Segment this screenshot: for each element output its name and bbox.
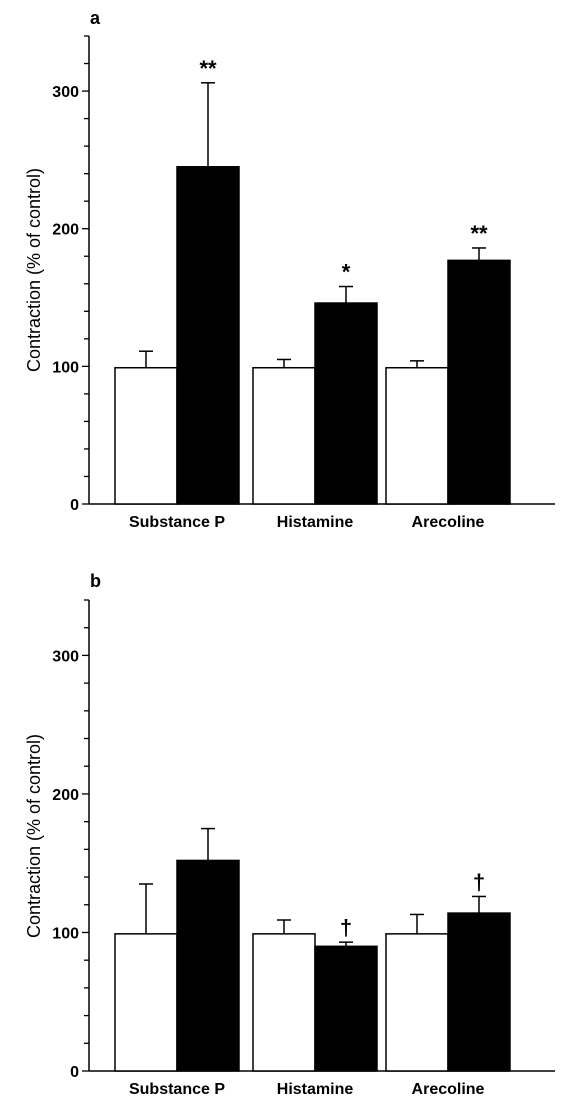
significance-marker: * bbox=[342, 260, 351, 285]
y-tick-label: 100 bbox=[52, 925, 79, 942]
category-label: Arecoline bbox=[412, 1081, 485, 1098]
y-tick-label: 200 bbox=[52, 787, 79, 804]
y-tick-label: 200 bbox=[52, 222, 79, 239]
significance-marker: ** bbox=[199, 56, 217, 81]
category-label: Substance P bbox=[129, 514, 225, 531]
bar-control bbox=[385, 366, 449, 505]
bar-control bbox=[114, 366, 178, 505]
bar-treated bbox=[314, 945, 378, 1072]
significance-marker: † bbox=[340, 915, 352, 940]
bar-treated bbox=[176, 166, 240, 505]
y-tick-label: 300 bbox=[52, 84, 79, 101]
bar-control bbox=[252, 933, 316, 1072]
chart-panel-b: b Contraction (% of control) 0 100 200 300 S… bbox=[24, 571, 555, 1098]
significance-marker: † bbox=[473, 869, 485, 894]
y-tick-label: 0 bbox=[70, 1064, 79, 1081]
y-axis-label: Contraction (% of control) bbox=[24, 734, 44, 938]
y-tick-label: 300 bbox=[52, 648, 79, 665]
bar-treated bbox=[447, 912, 511, 1072]
bar-control bbox=[385, 933, 449, 1072]
bar-control bbox=[114, 933, 178, 1072]
category-label: Histamine bbox=[277, 514, 354, 531]
bar-control bbox=[252, 366, 316, 505]
panel-letter: a bbox=[90, 8, 101, 28]
significance-marker: ** bbox=[470, 221, 488, 246]
y-tick-label: 100 bbox=[52, 359, 79, 376]
bar-treated bbox=[176, 859, 240, 1072]
category-label: Histamine bbox=[277, 1081, 354, 1098]
y-axis-label: Contraction (% of control) bbox=[24, 168, 44, 372]
chart-panel-a: a Contraction (% of control) 0 100 200 300 S… bbox=[24, 8, 555, 531]
bar-treated bbox=[447, 259, 511, 505]
panel-letter: b bbox=[90, 571, 101, 591]
category-label: Arecoline bbox=[412, 514, 485, 531]
category-label: Substance P bbox=[129, 1081, 225, 1098]
bar-treated bbox=[314, 302, 378, 505]
y-tick-label: 0 bbox=[70, 497, 79, 514]
